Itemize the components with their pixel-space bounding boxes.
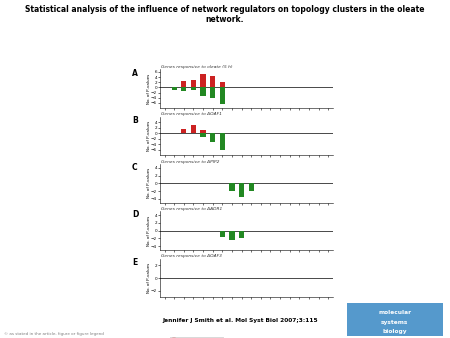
Text: B: B xyxy=(132,116,138,125)
Text: Statistical analysis of the influence of network regulators on topology clusters: Statistical analysis of the influence of… xyxy=(25,5,425,24)
Bar xyxy=(220,82,225,88)
Bar xyxy=(230,231,234,240)
Bar xyxy=(239,183,244,197)
Text: molecular: molecular xyxy=(378,310,411,315)
Bar xyxy=(181,88,186,91)
Bar xyxy=(210,76,216,88)
Text: Genes responsive to oleate (5 h): Genes responsive to oleate (5 h) xyxy=(162,65,233,69)
Bar xyxy=(239,231,244,239)
Bar xyxy=(181,129,186,133)
Bar xyxy=(220,231,225,237)
Bar xyxy=(200,88,206,97)
Text: systems: systems xyxy=(381,320,409,324)
Text: Genes responsive to ΔADR1: Genes responsive to ΔADR1 xyxy=(162,207,223,211)
Text: biology: biology xyxy=(382,329,407,334)
Bar xyxy=(220,88,225,104)
Bar xyxy=(210,88,216,98)
Text: Genes responsive to ΔOAF1: Genes responsive to ΔOAF1 xyxy=(162,112,222,116)
Bar xyxy=(191,125,196,133)
Y-axis label: No. of P-values: No. of P-values xyxy=(147,121,151,151)
Bar xyxy=(191,88,196,90)
Text: © as stated in the article, figure or figure legend: © as stated in the article, figure or fi… xyxy=(4,332,104,336)
Text: E: E xyxy=(132,258,137,267)
Text: Genes responsive to ΔOAF3: Genes responsive to ΔOAF3 xyxy=(162,254,222,258)
Bar xyxy=(171,88,177,90)
Bar xyxy=(200,130,206,133)
Bar xyxy=(210,133,216,142)
Text: Jennifer J Smith et al. Mol Syst Biol 2007;3:115: Jennifer J Smith et al. Mol Syst Biol 20… xyxy=(162,318,318,323)
Text: Genes responsive to ΔPIP2: Genes responsive to ΔPIP2 xyxy=(162,160,220,164)
Bar xyxy=(200,74,206,88)
Bar xyxy=(191,80,196,88)
Bar xyxy=(248,183,254,191)
Text: A: A xyxy=(132,69,138,77)
Text: C: C xyxy=(132,163,138,172)
Bar xyxy=(181,81,186,88)
Y-axis label: No. of P-values: No. of P-values xyxy=(147,263,151,293)
Text: D: D xyxy=(132,211,139,219)
Y-axis label: No. of P-values: No. of P-values xyxy=(147,74,151,104)
Bar xyxy=(230,183,234,191)
Y-axis label: No. of P-values: No. of P-values xyxy=(147,168,151,198)
Y-axis label: No. of P-values: No. of P-values xyxy=(147,216,151,246)
Bar xyxy=(220,133,225,150)
Legend: Increased expression, Reduced expression: Increased expression, Reduced expression xyxy=(171,337,223,338)
Bar xyxy=(200,133,206,138)
